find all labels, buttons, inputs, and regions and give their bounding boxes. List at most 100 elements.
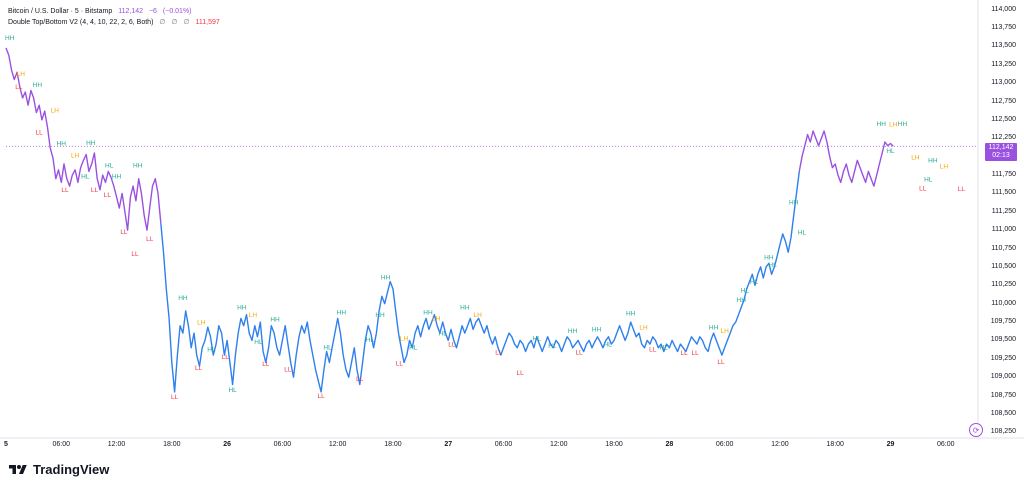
- pivot-label-ll: LL: [171, 394, 179, 401]
- pivot-label-ll: LL: [91, 187, 99, 194]
- pivot-label-hh: HH: [626, 310, 636, 317]
- x-tick-label: 18:00: [826, 441, 844, 448]
- symbol-legend: Bitcoin / U.S. Dollar · 5 · Bitstamp 112…: [8, 8, 196, 15]
- pivot-label-hh: HH: [898, 121, 908, 128]
- indicator-placeholder-2: ∅: [171, 19, 178, 26]
- pivot-label-hh: HH: [928, 158, 938, 165]
- indicator-name[interactable]: Double Top/Bottom V2 (4, 4, 10, 22, 2, 6…: [8, 19, 154, 26]
- pivot-label-hl: HL: [81, 174, 90, 181]
- pivot-label-hh: HH: [270, 316, 280, 323]
- y-tick-label: 108,750: [990, 391, 1016, 399]
- pivot-label-hh: HH: [112, 174, 122, 181]
- pivot-label-hl: HL: [207, 346, 216, 353]
- indicator-placeholder-1: ∅: [159, 19, 166, 26]
- y-tick-label: 112,750: [991, 97, 1016, 105]
- pivot-label-hl: HL: [366, 337, 375, 344]
- pivot-label-hl: HL: [439, 330, 448, 337]
- pivot-label-ll: LL: [649, 346, 657, 353]
- y-tick-label: 110,000: [991, 299, 1016, 307]
- pivot-label-hl: HL: [660, 344, 669, 351]
- pivot-label-hh: HH: [789, 199, 799, 206]
- x-tick-label: 06:00: [715, 441, 734, 448]
- scroll-to-realtime-icon: ⟳: [972, 425, 980, 435]
- pivot-label-lh: LH: [71, 152, 80, 159]
- x-tick-label: 5: [4, 441, 8, 448]
- x-tick-label: 06:00: [494, 441, 513, 448]
- x-tick-label: 06:00: [52, 441, 71, 448]
- pivot-label-ll: LL: [104, 192, 112, 199]
- x-tick-label: 18:00: [163, 441, 181, 448]
- pivot-label-hl: HL: [228, 387, 237, 394]
- y-tick-label: 112,500: [991, 115, 1016, 123]
- pivot-label-hl: HL: [924, 177, 933, 184]
- pivot-label-ll: LL: [61, 187, 69, 194]
- pivot-label-ll: LL: [36, 130, 44, 137]
- pivot-label-lh: LH: [249, 312, 258, 319]
- price-series-line: [160, 171, 800, 393]
- pivot-label-lh: LH: [51, 108, 60, 115]
- pivot-label-hh: HH: [592, 327, 602, 334]
- x-tick-label: 28: [665, 441, 674, 448]
- x-tick-label: 26: [223, 441, 232, 448]
- pivot-label-hl: HL: [603, 341, 612, 348]
- pivot-label-ll: LL: [262, 361, 270, 368]
- pivot-label-ll: LL: [222, 354, 230, 361]
- pivot-label-lh: LH: [197, 319, 206, 326]
- pivot-label-ll: LL: [356, 376, 364, 383]
- current-price-tag-value: 112,142: [988, 144, 1014, 151]
- pivot-label-hl: HL: [886, 148, 895, 155]
- symbol-title[interactable]: Bitcoin / U.S. Dollar · 5 · Bitstamp: [8, 8, 113, 15]
- pivot-label-ll: LL: [131, 251, 139, 258]
- pivot-label-hh: HH: [568, 328, 578, 335]
- x-tick-label: 12:00: [771, 441, 789, 448]
- pivot-label-ll: LL: [575, 349, 583, 356]
- x-tick-label: 29: [886, 441, 895, 448]
- price-change-percent: (−0.01%): [162, 8, 192, 15]
- y-tick-label: 110,750: [991, 244, 1016, 252]
- indicator-legend: Double Top/Bottom V2 (4, 4, 10, 22, 2, 6…: [8, 18, 224, 26]
- pivot-label-hh: HH: [237, 305, 247, 312]
- pivot-label-hl: HL: [750, 279, 759, 286]
- pivot-label-hh: HH: [33, 82, 43, 89]
- x-tick-label: 06:00: [936, 441, 955, 448]
- pivot-label-hl: HL: [254, 339, 263, 346]
- indicator-value: 111,597: [195, 19, 220, 26]
- x-tick-label: 27: [444, 441, 453, 448]
- pivot-label-lh: LH: [940, 163, 949, 170]
- x-tick-label: 12:00: [107, 441, 126, 448]
- pivot-label-lh: LH: [432, 316, 441, 323]
- y-tick-label: 114,000: [991, 5, 1016, 13]
- candle-countdown: 02:13: [992, 152, 1010, 159]
- x-tick-label: 18:00: [605, 441, 623, 448]
- pivot-label-ll: LL: [958, 186, 966, 193]
- pivot-label-ll: LL: [448, 341, 456, 348]
- y-tick-label: 113,750: [991, 24, 1016, 32]
- pivot-label-hh: HH: [423, 310, 433, 317]
- pivot-label-hl: HL: [798, 230, 807, 237]
- pivot-label-hh: HH: [381, 274, 391, 281]
- y-tick-label: 109,000: [990, 373, 1016, 381]
- pivot-label-hh: HH: [737, 297, 747, 304]
- pivot-label-hh: HH: [57, 141, 67, 148]
- indicator-placeholder-3: ∅: [183, 19, 190, 26]
- y-tick-label: 113,250: [991, 60, 1016, 68]
- pivot-label-lh: LH: [889, 122, 898, 129]
- pivot-label-lh: LH: [17, 71, 26, 78]
- y-tick-label: 111,750: [991, 171, 1016, 179]
- pivot-label-ll: LL: [680, 350, 688, 357]
- x-tick-label: 06:00: [273, 441, 292, 448]
- pivot-label-hh: HH: [5, 35, 15, 42]
- pivot-label-ll: LL: [120, 229, 128, 236]
- tradingview-logo-icon: [9, 464, 27, 474]
- brand[interactable]: TradingView: [8, 462, 109, 477]
- y-tick-label: 111,000: [991, 226, 1016, 234]
- current-price-tag: 112,142 02:13: [985, 143, 1017, 161]
- price-change: −6: [148, 8, 157, 15]
- pivot-label-lh: LH: [911, 155, 920, 162]
- pivot-label-ll: LL: [284, 366, 292, 373]
- pivot-label-lh: LH: [474, 312, 483, 319]
- scroll-to-realtime-button[interactable]: ⟳: [969, 423, 983, 437]
- y-tick-label: 109,750: [990, 318, 1016, 326]
